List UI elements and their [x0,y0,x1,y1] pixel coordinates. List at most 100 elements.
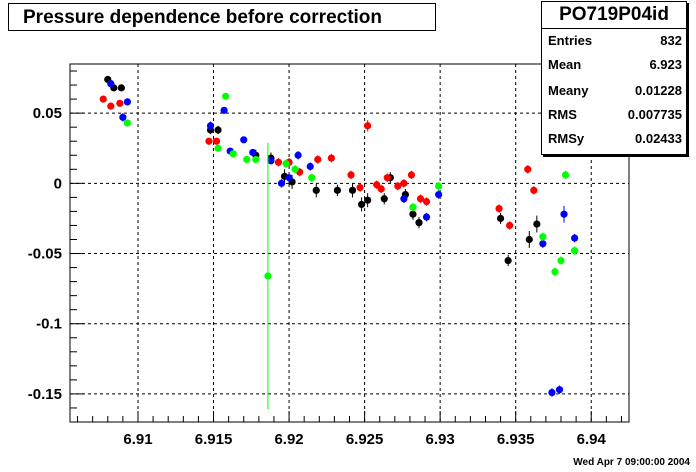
data-point [571,234,579,242]
data-point [285,174,293,182]
data-point [220,106,228,114]
data-point [539,233,547,241]
stats-value: 832 [660,33,682,48]
data-point [348,186,357,194]
y-tick-label: 0.05 [33,105,62,122]
data-point [422,197,431,206]
data-point [555,386,564,394]
data-point [314,155,322,164]
data-point [327,154,335,162]
data-point [222,92,230,100]
x-tick-label: 6.94 [577,431,607,448]
x-axis-tick-labels: 6.91 6.915 6.92 6.925 6.93 6.935 6.94 [123,431,606,448]
data-point [415,219,423,227]
timestamp-footer: Wed Apr 7 09:00:00 2004 [573,457,690,468]
data-point [333,186,342,194]
data-points [99,75,579,410]
data-point [119,113,127,121]
data-point [205,137,213,145]
data-point [308,174,316,182]
data-point [557,256,565,265]
data-point [539,240,547,248]
stats-value: 6.923 [649,57,682,72]
data-point [229,150,237,158]
stats-row-meany: Meany 0.01228 [548,79,682,103]
data-point [560,210,568,218]
data-point [506,221,514,230]
data-point [306,162,314,171]
y-tick-label: -0.15 [28,386,62,403]
stats-label: RMS [548,107,577,122]
stats-histogram-name: PO719P04id [542,2,686,29]
data-point [291,165,299,173]
data-point [373,181,381,189]
chart-title-box: Pressure dependence before correction [8,3,436,31]
stats-label: Entries [548,33,593,48]
data-point [495,205,503,213]
data-point [409,210,417,218]
y-tick-label: -0.05 [28,246,62,263]
data-point [394,182,402,190]
data-point [274,158,283,166]
x-tick-label: 6.935 [497,431,535,448]
data-point [107,102,115,110]
stats-label: RMSy [548,131,585,146]
y-axis-tick-labels: 0.05 0 -0.05 -0.1 -0.15 [28,105,62,403]
x-tick-label: 6.91 [123,431,152,448]
data-point [496,214,505,223]
data-point [243,155,251,164]
data-point [551,268,559,276]
data-point [312,186,320,194]
data-point [400,179,408,187]
data-point [400,195,408,203]
data-point [435,182,443,190]
stats-label: Mean [548,57,582,72]
stats-value: 0.01228 [635,83,682,98]
data-point [409,203,417,211]
data-point [206,122,215,130]
y-tick-label: 0 [54,175,62,192]
stats-row-entries: Entries 832 [548,29,682,53]
data-point [377,185,385,193]
data-point [282,160,290,168]
data-point [107,80,115,88]
x-tick-label: 6.915 [195,431,233,448]
data-point [240,136,248,144]
x-tick-label: 6.93 [426,431,455,448]
data-point [214,144,222,152]
data-point [264,272,272,280]
data-point [416,195,425,203]
data-point [407,171,416,179]
data-point [504,256,512,265]
x-tick-label: 6.925 [346,431,384,448]
stats-value: 0.007735 [627,107,682,122]
axis-ticks [70,70,622,423]
data-point [533,220,541,228]
data-point [435,190,443,199]
data-point [252,155,260,164]
data-point [267,157,275,165]
data-point [123,98,132,106]
data-point [364,122,372,130]
data-point [249,148,257,157]
data-point [294,151,302,159]
data-point [117,84,125,92]
chart-title: Pressure dependence before correction [23,7,383,28]
data-point [277,179,286,187]
data-point [548,388,556,397]
data-point [347,171,355,179]
data-point [525,235,533,244]
data-point [99,95,107,103]
stats-row-rms: RMS 0.007735 [548,103,682,127]
data-point [561,171,570,179]
stats-value: 0.02433 [635,131,682,146]
data-point [123,119,132,127]
data-point [530,186,538,194]
stats-box: PO719P04id Entries 832 Mean 6.923 Meany … [541,1,687,155]
data-point [356,183,364,192]
stats-row-rmsy: RMSy 0.02433 [548,127,682,151]
data-point [116,99,124,107]
data-point [212,137,221,145]
data-point [380,195,388,203]
